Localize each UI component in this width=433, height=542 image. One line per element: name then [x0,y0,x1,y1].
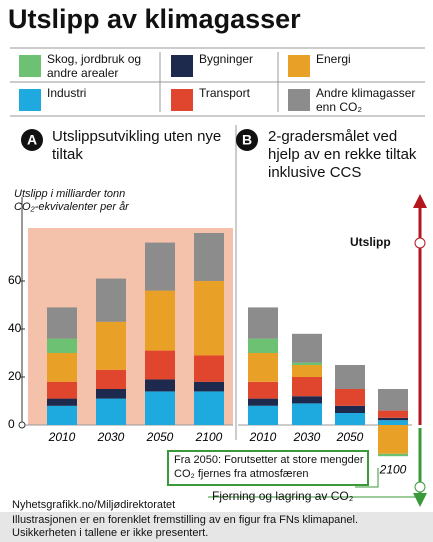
y-tick-label: 40 [8,321,22,335]
bar-segment [378,425,408,454]
bar-segment [248,381,278,399]
bar-segment [292,362,322,365]
annotation: Fjerning og lagring av CO₂ [212,489,354,503]
bar-segment [292,365,322,377]
legend-swatch [288,89,310,111]
title: Utslipp av klimagasser [8,4,301,34]
badge [236,129,258,151]
panel-title: Utslippsutvikling uten nye tiltak [52,128,222,163]
callout-box [167,450,369,486]
x-tick-label: 2050 [336,430,364,444]
bar-segment [96,321,126,370]
arrowhead [413,194,427,208]
legend-label: Skog, jordbruk og andre arealer [47,52,142,80]
y-tick-label: 60 [8,273,22,287]
bar-segment [292,396,322,404]
annotation: Utslipp [350,235,391,249]
bar-segment [47,398,77,406]
bar-segment [378,453,408,457]
x-tick-label: 2010 [48,430,76,444]
y-tick-label: 0 [8,417,15,431]
legend-label: Energi [316,52,351,66]
bar-segment [378,410,408,418]
bar-segment [47,405,77,425]
x-tick-label: 2030 [97,430,125,444]
bar-segment [96,278,126,322]
bar-segment [47,307,77,339]
bar-segment [47,353,77,382]
legend-swatch [19,89,41,111]
footnote: Illustrasjonen er en forenklet fremstill… [12,514,359,539]
legend-label: Transport [199,86,250,100]
bar-segment [96,398,126,425]
bar-segment [248,353,278,382]
bar-segment [378,417,408,421]
bar-segment [292,377,322,397]
bar-segment [145,391,175,425]
bar-segment [145,350,175,380]
bar-segment [335,413,365,425]
bar-segment [292,333,322,363]
bar-segment [248,338,278,353]
badge [21,129,43,151]
annotation: Fra 2050: Forutsetter at store mengder C… [174,454,364,480]
x-tick-label: 2030 [293,430,321,444]
footer-band [0,512,433,542]
legend-label: Bygninger [199,52,254,66]
bar-segment [248,405,278,425]
bar-segment [96,389,126,399]
arrowhead [413,493,427,507]
bar-segment [335,389,365,406]
marker [414,237,426,249]
bar-segment [194,281,224,356]
bar-segment [378,389,408,411]
bar-segment [248,398,278,406]
x-tick-label: 2100 [379,462,407,476]
bar-segment [194,381,224,392]
bar-segment [194,233,224,281]
bar-segment [248,307,278,339]
legend-label: Industri [47,86,87,100]
legend-swatch [171,55,193,77]
bar-segment [47,338,77,353]
legend-swatch [19,55,41,77]
legend-swatch [288,55,310,77]
source: Nyhetsgrafikk.no/Miljødirektoratet [12,499,176,511]
bar-segment [47,381,77,399]
bar-segment [145,290,175,351]
bar-segment [96,369,126,389]
badge-label: B [242,132,252,148]
x-tick-label: 2050 [146,430,174,444]
legend-swatch [171,89,193,111]
marker [414,481,426,493]
badge-label: A [27,132,37,148]
bar-segment [194,391,224,425]
x-tick-label: 2010 [249,430,277,444]
bar-segment [194,355,224,382]
x-tick-label: 2100 [195,430,223,444]
y-tick-label: 20 [8,369,22,383]
bar-segment [335,405,365,413]
bar-segment [335,365,365,389]
bar-segment [292,403,322,425]
bar-segment [378,420,408,425]
bar-segment [145,242,175,291]
origin-marker [18,421,26,429]
y-axis-label: Utslipp i milliarder tonn CO₂-ekvivalent… [14,188,129,213]
connector [355,468,379,488]
bar-segment [145,379,175,392]
panel-title: 2-gradersmålet ved hjelp av en rekke til… [268,128,417,181]
legend-label: Andre klimagasser enn CO₂ [316,86,416,114]
